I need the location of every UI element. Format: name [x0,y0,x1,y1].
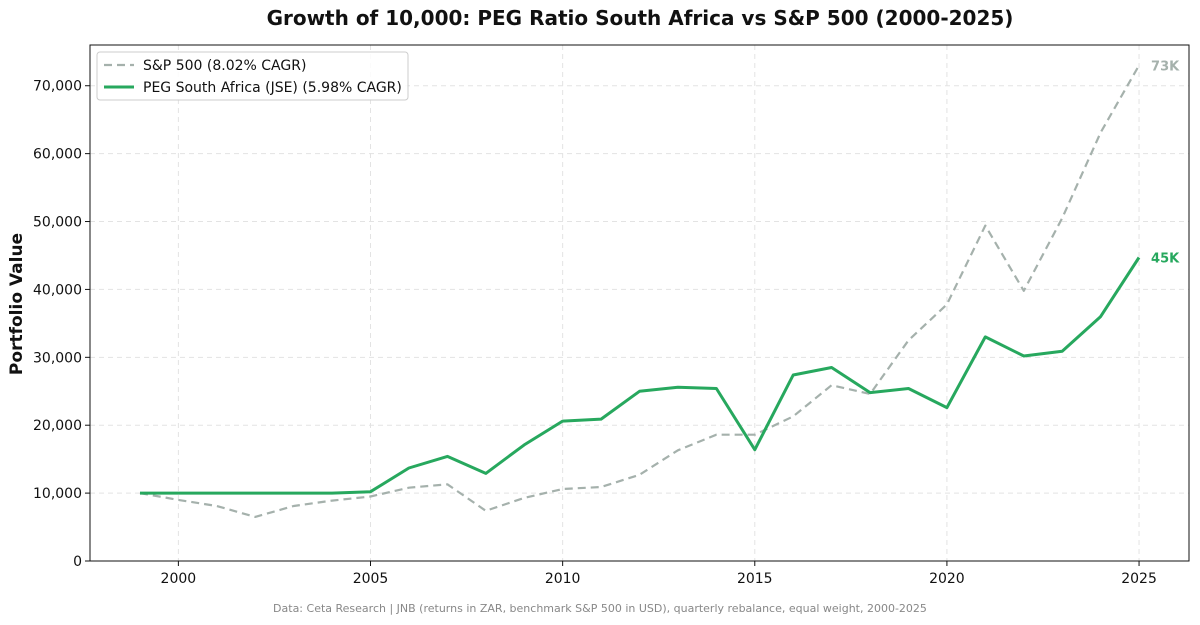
end-labels: 73K 45K [1151,59,1180,266]
chart-title: Growth of 10,000: PEG Ratio South Africa… [267,6,1014,30]
x-tick-label: 2025 [1121,571,1157,587]
y-tick-label: 50,000 [33,215,82,231]
legend-label: S&P 500 (8.02% CAGR) [143,58,306,74]
y-tick-label: 60,000 [33,147,82,163]
x-tick-label: 2005 [353,571,389,587]
series-line-peg-south-africa [140,256,1141,495]
y-axis-label: Portfolio Value [7,233,27,375]
legend-label: PEG South Africa (JSE) (5.98% CAGR) [143,80,402,96]
y-tick-label: 40,000 [33,282,82,298]
x-tick-label: 2020 [929,571,965,587]
plot-area-frame [89,44,1190,562]
legend: S&P 500 (8.02% CAGR) PEG South Africa (JS… [96,51,409,101]
x-axis: 2000 2005 2010 2015 2020 2025 [161,561,1157,587]
y-axis: 0 10,000 20,000 30,000 40,000 50,000 60,000 70,… [33,79,90,570]
series-line-sp500 [139,64,1140,519]
end-label-peg-south-africa: 45K [1151,252,1180,267]
end-label-sp500: 73K [1151,59,1180,74]
y-tick-label: 0 [73,554,82,570]
x-tick-label: 2000 [161,571,197,587]
x-tick-label: 2010 [545,571,581,587]
y-tick-label: 20,000 [33,418,82,434]
y-tick-label: 10,000 [33,486,82,502]
y-tick-label: 30,000 [33,350,82,366]
legend-box [96,51,409,101]
series-lines [139,64,1141,519]
y-tick-label: 70,000 [33,79,82,95]
x-tick-label: 2015 [737,571,773,587]
footnote: Data: Ceta Research | JNB (returns in ZA… [273,602,927,615]
